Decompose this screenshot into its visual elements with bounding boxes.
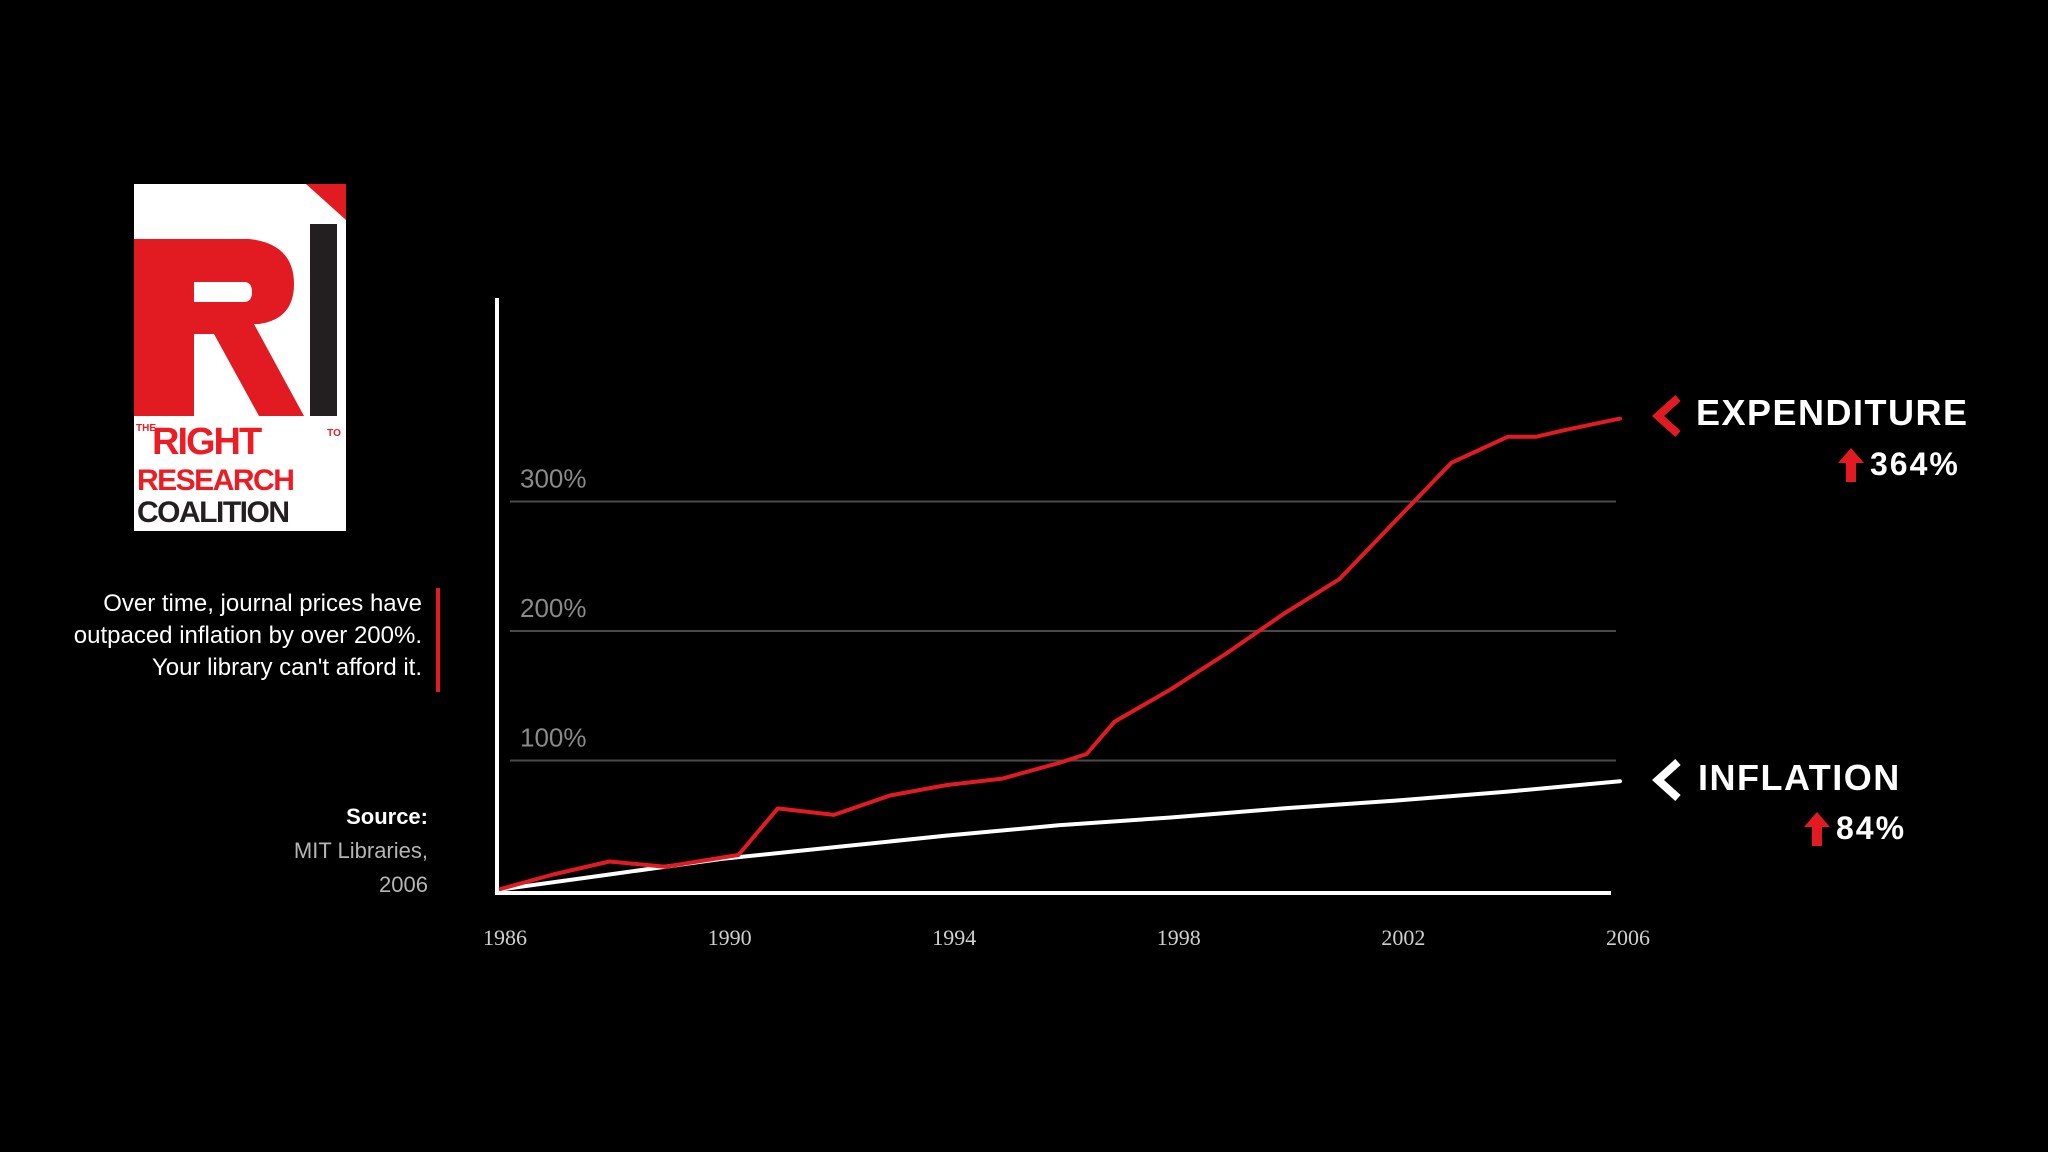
inflation-up-arrow-icon bbox=[1804, 812, 1830, 846]
expenditure-up-arrow-icon bbox=[1838, 448, 1864, 482]
logo-i-bar bbox=[310, 224, 337, 416]
caption-line: outpaced inflation by over 200%. bbox=[73, 622, 422, 649]
logo-research-text: RESEARCH bbox=[137, 464, 295, 497]
series-layer bbox=[495, 416, 1622, 892]
inflation-change: 84% bbox=[1836, 810, 1907, 846]
y-tick-label: 300% bbox=[520, 464, 587, 494]
x-tick-label: 1998 bbox=[1157, 925, 1201, 950]
logo-r-shape bbox=[134, 239, 304, 416]
logo-the-text: THE bbox=[136, 423, 156, 434]
x-tick-label: 2006 bbox=[1606, 925, 1650, 950]
expenditure-change: 364% bbox=[1870, 446, 1960, 482]
expenditure-label: EXPENDITURE bbox=[1696, 392, 1969, 433]
expenditure-series-line bbox=[495, 416, 1622, 892]
source-line: 2006 bbox=[379, 872, 428, 897]
source-note: Source: MIT Libraries, 2006 bbox=[200, 800, 428, 902]
expenditure-chevron-icon bbox=[1652, 395, 1681, 437]
logo-coalition-text: COALITION bbox=[137, 496, 290, 529]
right-to-research-logo: THE RIGHT TO RESEARCH COALITION bbox=[134, 184, 346, 531]
inflation-chevron-icon bbox=[1652, 759, 1681, 801]
inflation-label: INFLATION bbox=[1698, 757, 1901, 798]
source-label: Source: bbox=[346, 804, 428, 829]
logo-corner-icon bbox=[306, 184, 346, 220]
x-tick-label: 1986 bbox=[483, 925, 527, 950]
logo-mark bbox=[134, 184, 346, 531]
y-tick-label: 100% bbox=[520, 723, 587, 753]
caption-accent-rule bbox=[436, 588, 440, 692]
y-tick-layer: 100% 200% 300% bbox=[520, 464, 587, 753]
grid-layer bbox=[510, 500, 1616, 762]
source-line: MIT Libraries, bbox=[293, 838, 428, 863]
y-tick-label: 200% bbox=[520, 593, 587, 623]
caption-line: Your library can't afford it. bbox=[151, 654, 422, 681]
caption-line: Over time, journal prices have bbox=[103, 590, 422, 617]
x-tick-label: 1990 bbox=[708, 925, 752, 950]
caption-text: Over time, journal prices have outpaced … bbox=[10, 588, 422, 684]
x-tick-label: 1994 bbox=[932, 925, 976, 950]
x-tick-label: 2002 bbox=[1381, 925, 1425, 950]
logo-to-text: TO bbox=[327, 428, 341, 439]
inflation-series-line bbox=[495, 779, 1622, 892]
logo-right-text: RIGHT bbox=[152, 421, 262, 463]
x-tick-layer: 1986 1990 1994 1998 2002 2006 bbox=[483, 925, 1650, 950]
